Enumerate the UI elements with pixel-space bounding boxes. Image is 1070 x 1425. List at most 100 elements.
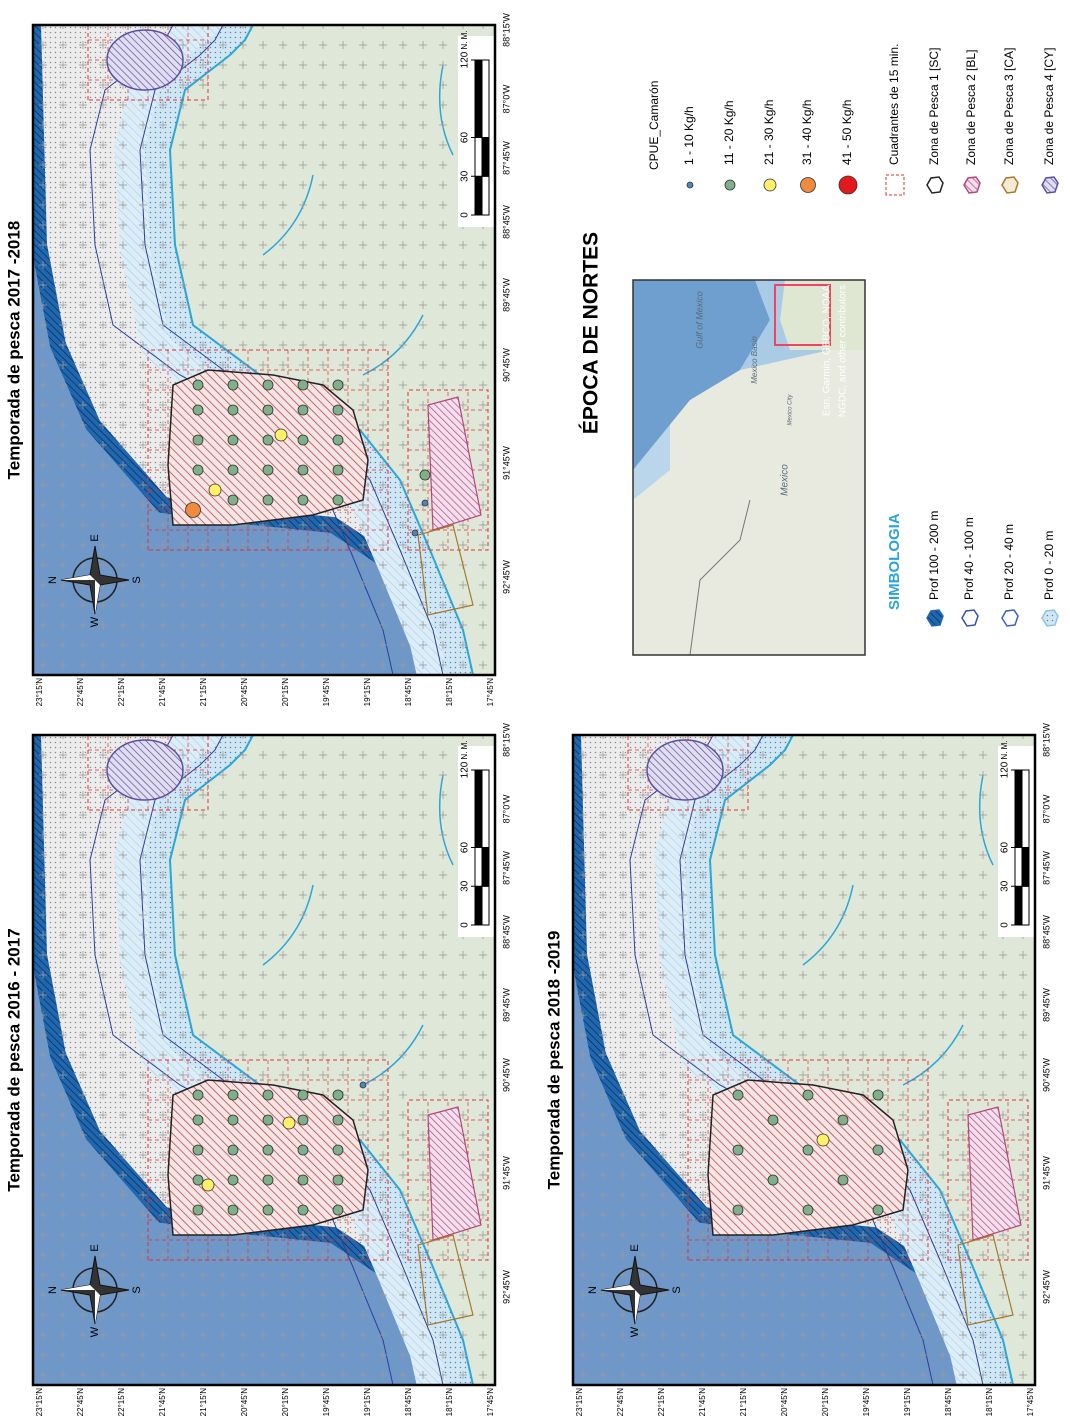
- cpue-point: [228, 1090, 238, 1100]
- lat-label: 17°45'N: [486, 678, 495, 707]
- lat-label: 23°15'N: [35, 1388, 44, 1417]
- zone-cy: [647, 740, 723, 800]
- cpue-point: [228, 465, 238, 475]
- cpue-point: [768, 1115, 778, 1125]
- scale-label: 120: [460, 51, 471, 68]
- compass-label: W: [89, 616, 101, 627]
- scale-segment: [475, 138, 482, 177]
- cpue-point: [803, 1145, 813, 1155]
- cpue-point: [228, 495, 238, 505]
- compass-label: W: [89, 1326, 101, 1337]
- depth-swatch: [927, 610, 943, 626]
- scale-segment: [482, 138, 489, 177]
- cpue-point: [263, 435, 273, 445]
- cpue-point: [209, 484, 221, 496]
- inset-label: Gulf of Mexico: [694, 291, 704, 349]
- lat-label: 17°45'N: [486, 1388, 495, 1417]
- lon-label: 87°45'W: [1041, 851, 1051, 885]
- cpue-point: [803, 1090, 813, 1100]
- cpue-label: 21 - 30 Kg/h: [762, 100, 776, 165]
- cpue-point: [228, 380, 238, 390]
- cpue-point: [420, 470, 430, 480]
- lon-label: 87°0'W: [1041, 794, 1051, 823]
- inset-attribution: NGDC, and other contributors: [838, 285, 849, 417]
- cpue-point: [298, 435, 308, 445]
- compass-label: E: [89, 1244, 101, 1251]
- cpue-point: [228, 435, 238, 445]
- lon-label: 90°45'W: [501, 1058, 511, 1092]
- cpue-point: [873, 1145, 883, 1155]
- cpue-swatch: [725, 180, 735, 190]
- lat-label: 19°45'N: [862, 1388, 871, 1417]
- cpue-swatch: [687, 182, 693, 188]
- cpue-point: [263, 1205, 273, 1215]
- scale-segment: [1022, 770, 1029, 848]
- map-panel: Temporada de pesca 2016 - 2017NSEW030601…: [4, 723, 511, 1417]
- lat-label: 19°45'N: [322, 678, 331, 707]
- cpue-point: [263, 1145, 273, 1155]
- compass-label: S: [671, 1286, 683, 1293]
- cpue-point: [298, 1090, 308, 1100]
- cpue-point: [228, 1175, 238, 1185]
- compass-label: N: [47, 1286, 59, 1294]
- lon-label: 90°45'W: [1041, 1058, 1051, 1092]
- scale-label: 120: [460, 761, 471, 778]
- cpue-point: [263, 465, 273, 475]
- lat-label: 22°15'N: [657, 1388, 666, 1417]
- scale-segment: [1015, 848, 1022, 887]
- lat-label: 20°45'N: [780, 1388, 789, 1417]
- zone-swatch: [1002, 177, 1018, 193]
- inset-label: Mexico City: [788, 394, 794, 426]
- cpue-point: [298, 1115, 308, 1125]
- depth-label: Prof 0 - 20 m: [1042, 531, 1056, 600]
- cpue-point: [298, 495, 308, 505]
- cpue-point: [333, 380, 343, 390]
- lon-label: 87°0'W: [501, 84, 511, 113]
- compass-label: E: [89, 534, 101, 541]
- lon-label: 88°15'W: [1041, 723, 1051, 757]
- compass-label: S: [131, 1286, 143, 1293]
- depth-label: Prof 100 - 200 m: [927, 511, 941, 600]
- cpue-point: [298, 1145, 308, 1155]
- lat-label: 19°15'N: [363, 678, 372, 707]
- cpue-point: [193, 1115, 203, 1125]
- cpue-point: [193, 405, 203, 415]
- cpue-point: [193, 465, 203, 475]
- lon-label: 88°45'W: [1041, 915, 1051, 949]
- cpue-swatch: [839, 176, 857, 194]
- scale-label: 60: [1000, 842, 1011, 854]
- legend-heading: ÉPOCA DE NORTES: [580, 232, 603, 434]
- lat-label: 20°15'N: [281, 678, 290, 707]
- lat-label: 20°15'N: [281, 1388, 290, 1417]
- scale-label: 60: [460, 132, 471, 144]
- scale-segment: [1015, 886, 1022, 925]
- lat-label: 23°15'N: [35, 678, 44, 707]
- zone-label: Zona de Pesca 1 [SC]: [927, 48, 941, 165]
- scale-segment: [1015, 770, 1022, 848]
- lat-label: 18°15'N: [985, 1388, 994, 1417]
- scale-label: 120: [1000, 761, 1011, 778]
- cpue-point: [263, 1115, 273, 1125]
- zone-label: Zona de Pesca 4 [CY]: [1042, 48, 1056, 165]
- cpue-point: [193, 380, 203, 390]
- scale-segment: [482, 848, 489, 887]
- scale-segment: [482, 770, 489, 848]
- lon-label: 92°45'W: [1041, 1270, 1051, 1304]
- cpue-swatch: [801, 178, 816, 193]
- lat-label: 19°15'N: [363, 1388, 372, 1417]
- cpue-swatch: [764, 179, 776, 191]
- depth-label: Prof 20 - 40 m: [1002, 524, 1016, 600]
- cpue-title: CPUE_Camarón: [647, 81, 661, 170]
- cpue-point: [263, 380, 273, 390]
- cpue-point: [733, 1205, 743, 1215]
- cpue-point: [333, 1145, 343, 1155]
- cpue-point: [873, 1090, 883, 1100]
- cpue-label: 1 - 10 Kg/h: [682, 106, 696, 165]
- map: NSEW03060120N. M.: [33, 735, 495, 1385]
- lon-label: 87°0'W: [501, 794, 511, 823]
- lat-label: 21°45'N: [158, 678, 167, 707]
- lon-label: 91°45'W: [501, 1156, 511, 1190]
- cpue-point: [193, 435, 203, 445]
- cpue-point: [193, 1090, 203, 1100]
- lon-label: 89°45'W: [501, 278, 511, 312]
